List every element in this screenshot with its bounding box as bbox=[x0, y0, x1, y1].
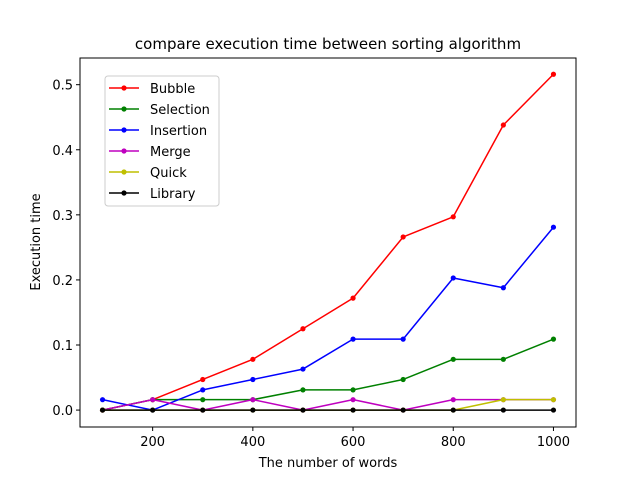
legend-marker-bubble bbox=[121, 85, 127, 91]
y-tick-label: 0.2 bbox=[52, 274, 73, 289]
data-point-library bbox=[200, 407, 206, 413]
data-point-library bbox=[450, 407, 456, 413]
data-point-selection bbox=[450, 356, 456, 362]
series-line-merge bbox=[102, 398, 554, 411]
data-point-library bbox=[99, 407, 106, 413]
legend-marker-selection bbox=[121, 106, 127, 112]
data-point-insertion bbox=[99, 397, 106, 403]
data-point-insertion bbox=[450, 275, 456, 281]
data-point-quick bbox=[550, 397, 557, 403]
data-point-library bbox=[250, 407, 256, 413]
data-point-insertion bbox=[250, 376, 256, 383]
data-point-bubble bbox=[200, 376, 206, 383]
legend-label-bubble: Bubble bbox=[150, 82, 195, 97]
legend-marker-merge bbox=[121, 148, 127, 154]
y-axis-label: Execution time bbox=[29, 193, 44, 290]
data-point-bubble bbox=[400, 234, 406, 240]
data-point-bubble bbox=[500, 122, 506, 128]
legend-marker-insertion bbox=[121, 127, 127, 133]
x-tick-label: 600 bbox=[341, 435, 366, 450]
y-tick-label: 0.1 bbox=[52, 339, 73, 354]
data-point-selection bbox=[550, 336, 557, 342]
x-tick-label: 800 bbox=[441, 435, 466, 450]
data-point-bubble bbox=[300, 326, 306, 332]
y-tick-label: 0.0 bbox=[52, 404, 73, 419]
legend-label-library: Library bbox=[150, 187, 196, 202]
axis-ticks: 200 400 600 800 1000 0.0 0.1 0.2 0.3 0.4 0.5 bbox=[52, 79, 570, 450]
legend: Bubble Selection Insertion Merge Quick Librar… bbox=[104, 75, 220, 207]
legend-marker-library bbox=[121, 190, 127, 196]
data-point-merge bbox=[150, 397, 156, 403]
data-point-library bbox=[350, 407, 356, 413]
data-point-insertion bbox=[200, 387, 206, 393]
data-point-quick bbox=[500, 397, 506, 403]
data-point-selection bbox=[500, 356, 506, 362]
data-point-library bbox=[400, 407, 406, 413]
x-tick-label: 400 bbox=[240, 435, 265, 450]
data-point-selection bbox=[300, 387, 306, 393]
data-point-bubble bbox=[450, 214, 456, 220]
legend-label-insertion: Insertion bbox=[150, 124, 207, 139]
legend-label-selection: Selection bbox=[150, 103, 210, 118]
y-tick-label: 0.4 bbox=[52, 144, 73, 159]
data-point-bubble bbox=[250, 356, 256, 362]
data-point-library bbox=[300, 407, 306, 413]
data-point-library bbox=[500, 407, 506, 413]
data-point-insertion bbox=[400, 336, 406, 342]
series-line-bubble bbox=[102, 73, 554, 411]
data-point-merge bbox=[450, 397, 456, 403]
chart-title: compare execution time between sorting a… bbox=[135, 35, 521, 53]
x-tick-label: 200 bbox=[140, 435, 165, 450]
data-point-bubble bbox=[350, 295, 356, 301]
data-point-merge bbox=[250, 397, 256, 403]
data-point-bubble bbox=[550, 71, 557, 77]
x-tick-label: 1000 bbox=[537, 435, 570, 450]
series-line-insertion bbox=[102, 226, 555, 411]
data-point-insertion bbox=[300, 366, 306, 372]
y-tick-label: 0.5 bbox=[52, 79, 73, 94]
y-tick-label: 0.3 bbox=[52, 209, 73, 224]
data-point-insertion bbox=[350, 336, 356, 342]
legend-label-quick: Quick bbox=[150, 166, 187, 181]
legend-marker-quick bbox=[121, 169, 127, 175]
data-point-selection bbox=[200, 397, 206, 403]
legend-label-merge: Merge bbox=[150, 145, 191, 160]
data-point-selection bbox=[350, 387, 356, 393]
plot-frame bbox=[79, 57, 577, 428]
data-point-merge bbox=[350, 397, 356, 403]
data-point-insertion bbox=[500, 285, 506, 291]
x-axis-label: The number of words bbox=[258, 456, 398, 471]
series-lines bbox=[99, 71, 557, 413]
data-point-library bbox=[150, 407, 156, 413]
data-point-library bbox=[550, 407, 557, 413]
data-point-selection bbox=[400, 376, 406, 383]
data-point-insertion bbox=[550, 224, 557, 230]
